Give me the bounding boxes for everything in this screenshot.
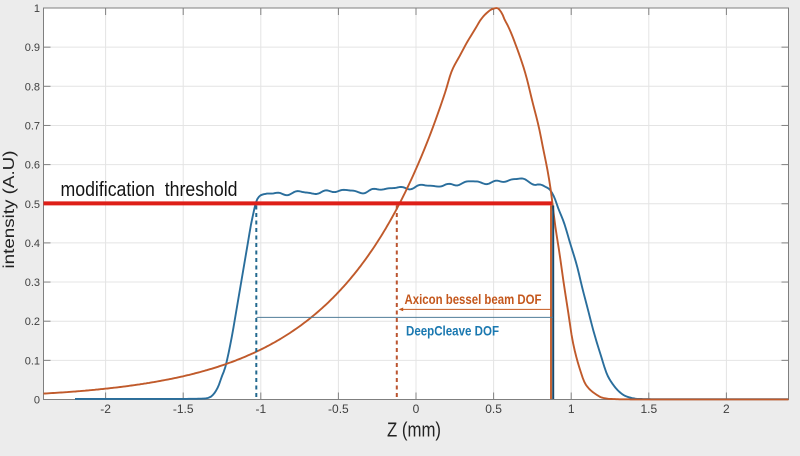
svg-text:0: 0	[413, 402, 420, 416]
svg-text:0.2: 0.2	[25, 316, 40, 328]
svg-text:0.5: 0.5	[25, 199, 40, 211]
svg-text:2: 2	[723, 402, 730, 416]
svg-text:0.9: 0.9	[25, 42, 40, 54]
svg-text:0.7: 0.7	[25, 120, 40, 132]
svg-text:modification threshold: modification threshold	[61, 179, 238, 201]
svg-text:-1.5: -1.5	[173, 402, 194, 416]
svg-text:0: 0	[34, 395, 40, 407]
svg-text:0.3: 0.3	[25, 277, 40, 289]
svg-text:0.6: 0.6	[25, 160, 40, 172]
svg-text:1: 1	[568, 402, 575, 416]
svg-text:0.1: 0.1	[25, 355, 40, 367]
svg-text:Z (mm): Z (mm)	[387, 420, 441, 442]
svg-text:intensity (A.U): intensity (A.U)	[1, 151, 18, 269]
svg-text:DeepCleave DOF: DeepCleave DOF	[406, 324, 499, 339]
svg-text:0.4: 0.4	[25, 238, 40, 250]
svg-text:-1: -1	[255, 402, 266, 416]
svg-text:1: 1	[34, 3, 40, 15]
svg-text:Axicon bessel beam DOF: Axicon bessel beam DOF	[405, 292, 542, 307]
svg-text:1.5: 1.5	[640, 402, 657, 416]
svg-text:-2: -2	[100, 402, 111, 416]
svg-text:0.8: 0.8	[25, 81, 40, 93]
svg-text:-0.5: -0.5	[328, 402, 349, 416]
svg-text:0.5: 0.5	[485, 402, 502, 416]
